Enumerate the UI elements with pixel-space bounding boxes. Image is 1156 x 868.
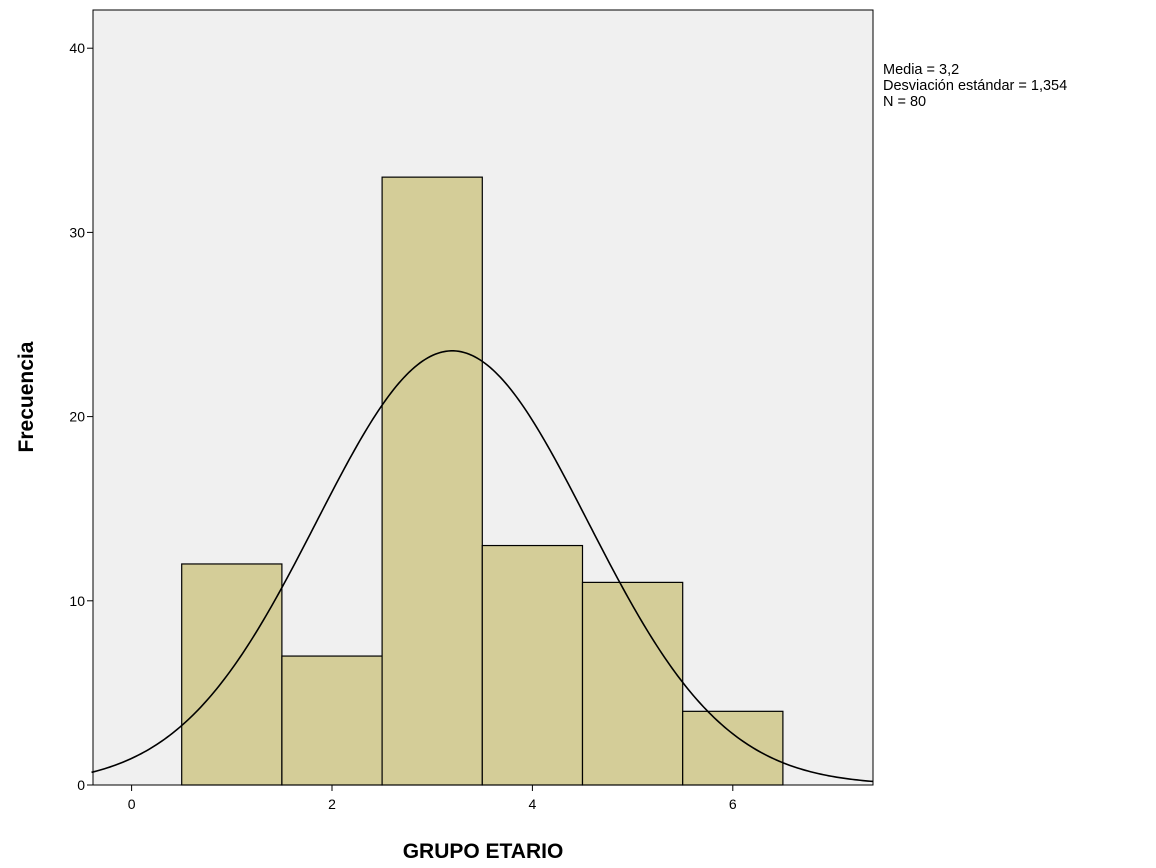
stats-n: N = 80 <box>883 94 926 110</box>
stats-annotation: Media = 3,2 Desviación estándar = 1,354 … <box>883 62 1067 110</box>
histogram-bar-6 <box>682 710 784 786</box>
y-axis-title: Frecuencia <box>15 341 38 452</box>
bars-group <box>181 176 784 786</box>
y-tick-label: 0 <box>77 777 85 793</box>
x-tick-label: 2 <box>328 796 336 812</box>
stats-sd: Desviación estándar = 1,354 <box>883 78 1067 94</box>
histogram-bar-2 <box>281 655 383 786</box>
normal-curve <box>91 350 874 783</box>
y-axis: 0 10 20 30 40 <box>69 10 94 793</box>
x-tick-label: 0 <box>128 796 136 812</box>
histogram-bar-1 <box>181 563 283 786</box>
x-axis: 0 2 4 6 <box>93 784 873 812</box>
x-tick-label: 6 <box>729 796 737 812</box>
stats-mean: Media = 3,2 <box>883 62 959 78</box>
x-axis-title: GRUPO ETARIO <box>403 840 564 863</box>
y-tick-label: 30 <box>69 224 85 240</box>
y-tick-label: 20 <box>69 409 85 425</box>
y-tick-label: 40 <box>69 40 85 56</box>
histogram-bar-5 <box>581 581 684 786</box>
x-tick-label: 4 <box>529 796 537 812</box>
y-tick-label: 10 <box>69 593 85 609</box>
histogram-bar-3 <box>381 176 483 786</box>
histogram-bar-4 <box>481 544 584 786</box>
